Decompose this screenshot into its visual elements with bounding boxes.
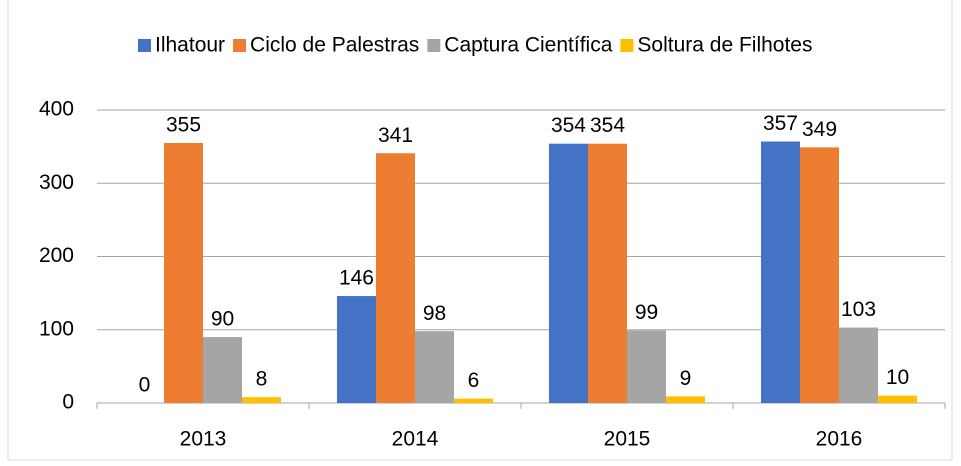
legend-label: Soltura de Filhotes: [637, 34, 812, 57]
data-label: 6: [468, 369, 480, 392]
y-tick-label: 400: [39, 98, 74, 121]
data-label: 349: [802, 118, 837, 141]
legend-swatch: [620, 39, 634, 52]
bar: [587, 143, 627, 403]
data-label: 354: [551, 114, 586, 137]
bar: [627, 330, 667, 403]
data-label: 103: [841, 298, 876, 321]
legend-swatch: [427, 39, 441, 52]
bar: [203, 337, 243, 403]
data-label: 341: [378, 124, 413, 147]
bar: [336, 296, 376, 403]
legend-label: Ilhatour: [155, 34, 225, 57]
x-tick-label: 2013: [180, 428, 227, 451]
bar: [415, 331, 455, 403]
data-label: 357: [763, 112, 798, 135]
data-label: 0: [139, 374, 151, 397]
x-tick-label: 2016: [816, 428, 863, 451]
bar: [839, 327, 879, 403]
bar: [375, 153, 415, 403]
data-label: 355: [166, 114, 201, 137]
x-tick-label: 2015: [604, 428, 651, 451]
data-label: 90: [211, 308, 234, 331]
data-label: 9: [680, 367, 692, 390]
legend-swatch: [138, 39, 151, 52]
x-tick-label: 2014: [392, 428, 439, 451]
bar: [548, 143, 588, 403]
legend-label: Captura Científica: [444, 34, 612, 57]
data-label: 99: [635, 301, 658, 324]
y-tick-label: 200: [39, 244, 74, 267]
y-tick-label: 300: [39, 171, 74, 194]
bar: [163, 142, 203, 403]
y-tick-label: 100: [39, 317, 74, 340]
bar: [799, 147, 839, 403]
data-label: 10: [886, 366, 909, 389]
bar: [454, 398, 494, 403]
bar: [760, 141, 800, 403]
bar: [242, 397, 282, 403]
data-label: 354: [590, 114, 625, 137]
data-label: 98: [423, 302, 446, 325]
y-tick-label: 0: [62, 391, 74, 414]
legend-label: Ciclo de Palestras: [250, 34, 419, 57]
bar: [666, 396, 706, 403]
bar: [878, 395, 918, 403]
data-label: 146: [339, 267, 374, 290]
legend-swatch: [233, 39, 247, 52]
data-label: 8: [256, 368, 268, 391]
